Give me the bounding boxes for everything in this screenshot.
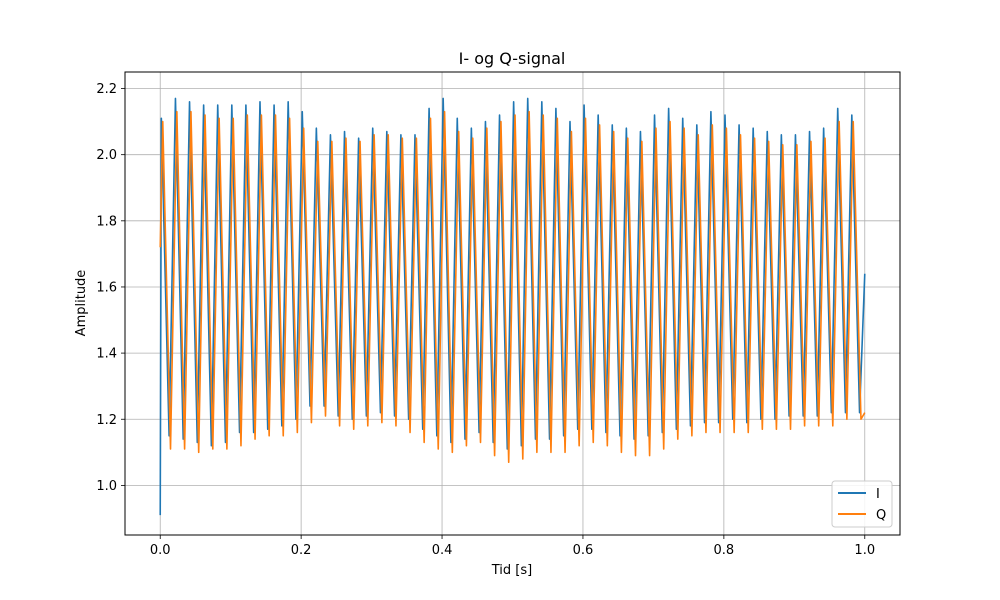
legend: I Q [831,480,893,528]
legend-label-q: Q [876,508,886,523]
y-tick-label: 1.6 [96,280,117,295]
x-tick-label: 0.6 [573,543,594,558]
x-tick-label: 0.4 [432,543,453,558]
y-tick-label: 1.8 [96,214,117,229]
x-tick-label: 0.0 [150,543,171,558]
legend-label-i: I [876,487,880,502]
axis-ticks: 0.0 0.2 0.4 0.6 0.8 1.0 1.0 1.2 1.4 1.6 1.8 2.0 2.2 [96,82,875,558]
x-tick-label: 0.2 [291,543,312,558]
plot-frame [124,71,901,536]
series-line-i [159,97,866,516]
y-axis-label: Amplitude [74,270,89,337]
x-axis-label: Tid [s] [491,563,532,578]
series-line-q [159,110,866,464]
plot-series [159,97,866,516]
x-tick-label: 1.0 [854,543,875,558]
y-tick-label: 2.0 [96,148,117,163]
y-tick-label: 1.2 [96,413,117,428]
y-tick-label: 2.2 [96,82,117,97]
x-tick-label: 0.8 [714,543,735,558]
y-tick-label: 1.0 [96,479,117,494]
chart-title: I- og Q-signal [459,49,566,68]
y-tick-label: 1.4 [96,347,117,362]
